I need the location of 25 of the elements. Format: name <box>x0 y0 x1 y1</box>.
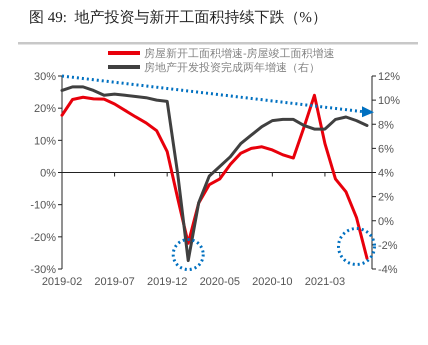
x-tick-label: 2020-05 <box>200 276 240 288</box>
x-tick-label: 2020-10 <box>252 276 293 288</box>
legend-label: 房屋新开工面积增速-房屋竣工面积增速 <box>144 47 335 60</box>
y-tick-label: -10% <box>30 200 56 212</box>
y2-tick-label: 8% <box>378 119 394 132</box>
y2-tick-label: 0% <box>378 216 394 228</box>
x-tick-label: 2019-12 <box>146 276 188 288</box>
y-tick-label: 20% <box>34 103 56 116</box>
legend-label: 房地产开发投资完成两年增速（右） <box>144 61 320 74</box>
x-tick-label: 2019-07 <box>94 276 135 288</box>
y-tick-label: 10% <box>34 135 56 148</box>
chart-title: 图 49: 地产投资与新开工面积持续下跌（%） <box>29 9 327 26</box>
x-tick-label: 2019-02 <box>42 276 82 288</box>
y2-tick-label: -2% <box>378 240 398 252</box>
y2-tick-label: -4% <box>378 264 398 276</box>
y-tick-label: -30% <box>30 264 56 276</box>
y2-tick-label: 12% <box>378 71 400 83</box>
y-tick-label: 30% <box>34 71 56 83</box>
y2-tick-label: 4% <box>378 168 394 180</box>
y2-tick-label: 10% <box>378 95 400 108</box>
y2-tick-label: 2% <box>378 192 394 204</box>
y-tick-label: -20% <box>30 232 56 244</box>
y-tick-label: 0% <box>40 168 56 180</box>
x-tick-label: 2021-03 <box>304 276 346 288</box>
y2-tick-label: 6% <box>378 143 394 156</box>
